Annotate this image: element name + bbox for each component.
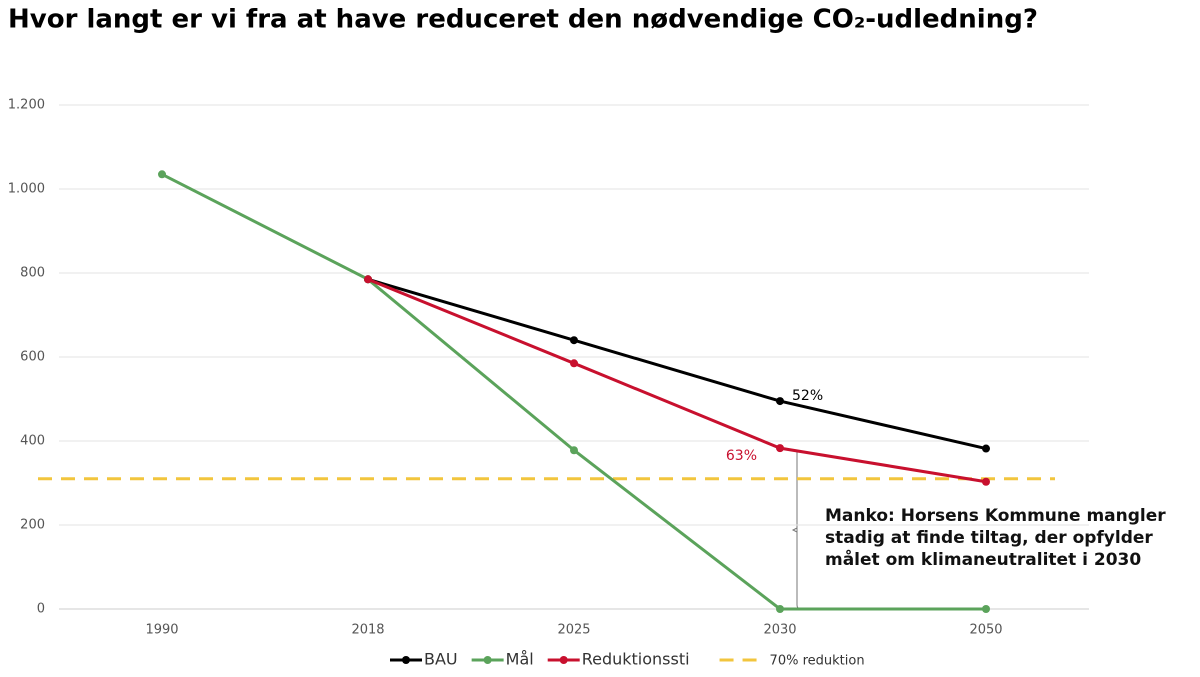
point (982, 605, 990, 613)
legend-label: 70% reduktion (770, 654, 865, 669)
point (776, 397, 784, 406)
legend-label: BAU (424, 650, 458, 669)
annotation: 63% (726, 448, 757, 464)
x-tick-label: 1990 (145, 623, 178, 638)
y-tick-label: 400 (20, 434, 45, 449)
legend-swatch (483, 656, 492, 664)
x-tick-label: 2025 (557, 623, 590, 638)
legend-swatch (559, 656, 568, 664)
annotation: 52% (792, 388, 823, 404)
chart-title: Hvor langt er vi fra at have reduceret d… (8, 5, 1038, 35)
point (982, 477, 990, 486)
legend-label: Reduktionssti (582, 650, 690, 669)
x-tick-label: 2050 (969, 623, 1002, 638)
point (570, 336, 578, 345)
y-tick-label: 1.000 (8, 182, 45, 197)
point (570, 359, 578, 368)
legend-swatch (402, 656, 410, 664)
series-line (367, 277, 987, 484)
point (364, 275, 372, 284)
y-tick-label: 600 (20, 350, 45, 365)
point (982, 444, 990, 453)
y-tick-label: 200 (20, 518, 45, 533)
point (776, 444, 784, 453)
bracket (791, 452, 802, 610)
legend-label: Mål (506, 650, 534, 669)
y-tick-label: 800 (20, 266, 45, 281)
point (570, 446, 578, 455)
x-tick-label: 2018 (351, 623, 384, 638)
series-line (367, 277, 987, 451)
y-tick-label: 0 (37, 602, 45, 617)
annotation: Manko: Horsens Kommune mangler stadig at… (825, 506, 1166, 570)
point (158, 170, 166, 179)
point (776, 605, 784, 613)
y-tick-label: 1.200 (8, 98, 45, 113)
x-tick-label: 2030 (763, 623, 796, 638)
